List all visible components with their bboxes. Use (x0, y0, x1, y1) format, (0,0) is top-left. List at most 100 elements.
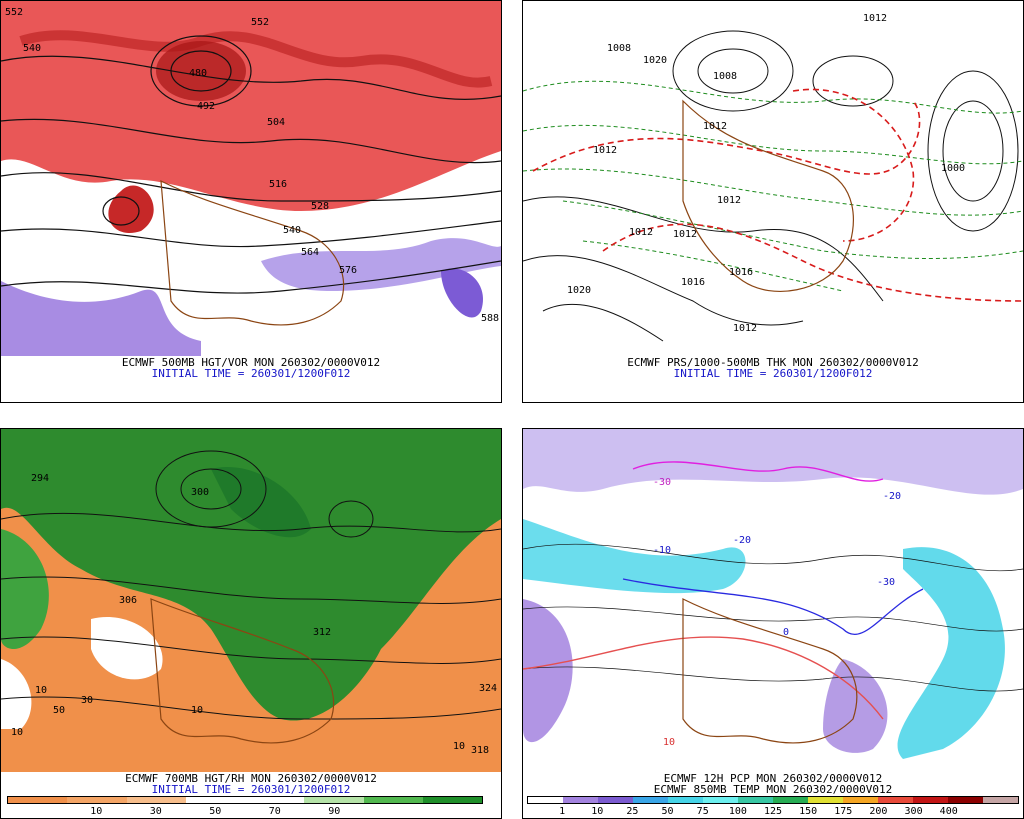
colorbar-swatch (8, 797, 68, 803)
colorbar-swatch (948, 797, 983, 803)
panel-pressure-thickness: 1020 1008 1012 1012 1012 1012 1020 1016 … (522, 0, 1024, 403)
colorbar-label: 30 (149, 806, 162, 817)
contour-label: 516 (269, 179, 287, 190)
isobar-label: 1020 (567, 285, 591, 296)
colorbar-swatch (67, 797, 127, 803)
colorbar-swatch (703, 797, 738, 803)
temp-label: 10 (663, 737, 675, 748)
temp-label: -10 (653, 545, 671, 556)
colorbar-label: 400 (939, 806, 958, 817)
initial-time: INITIAL TIME = 260301/1200F012 (151, 783, 351, 796)
colorbar-swatch (633, 797, 668, 803)
temp-label: -30 (877, 577, 895, 588)
contour-label: 564 (301, 247, 319, 258)
colorbar-swatch (598, 797, 633, 803)
isobar-label: 1012 (629, 227, 653, 238)
isobar-label: 1008 (607, 43, 631, 54)
colorbar-label: 90 (328, 806, 341, 817)
contour-label: 480 (189, 68, 207, 79)
colorbar-label: 70 (268, 806, 281, 817)
rh-colorbar-labels: 10 30 50 70 90 (7, 806, 483, 818)
panel-700mb-height-rh: 294 300 306 312 318 324 10 10 30 10 50 1… (0, 428, 502, 819)
colorbar-swatch (528, 797, 563, 803)
contour-label: 306 (119, 595, 137, 606)
map-title: ECMWF 500MB HGT/VOR MON 260302/0000V012 (121, 356, 381, 369)
colorbar-label: 175 (834, 806, 853, 817)
colorbar-label: 200 (869, 806, 888, 817)
contour-label: 318 (471, 745, 489, 756)
colorbar-label: 100 (728, 806, 747, 817)
contour-label: 492 (197, 101, 215, 112)
isobar-label: 1012 (593, 145, 617, 156)
isobar-label: 1012 (733, 323, 757, 334)
contour-label: 504 (267, 117, 285, 128)
contour-label: 324 (479, 683, 497, 694)
rh-label: 10 (191, 705, 203, 716)
rh-label: 10 (11, 727, 23, 738)
colorbar-swatch (983, 797, 1018, 803)
colorbar-label: 50 (209, 806, 222, 817)
contour-label: 540 (283, 225, 301, 236)
contour-label: 588 (481, 313, 499, 324)
isobar-label: 1020 (643, 55, 667, 66)
panel-precip-850mb-temp: -30 -20 -10 0 10 -30 -20 ECMWF 12H PCP M… (522, 428, 1024, 819)
colorbar-label: 150 (799, 806, 818, 817)
temp-label: 0 (783, 627, 789, 638)
temp-label: -30 (653, 477, 671, 488)
map-title: ECMWF PRS/1000-500MB THK MON 260302/0000… (627, 356, 919, 369)
contour-label: 552 (251, 17, 269, 28)
colorbar-label: 10 (90, 806, 103, 817)
contour-label: 576 (339, 265, 357, 276)
colorbar-label: 50 (661, 806, 674, 817)
colorbar-swatch (245, 797, 305, 803)
map-title: ECMWF 12H PCP MON 260302/0000V012 (663, 772, 883, 785)
map-subtitle: ECMWF 850MB TEMP MON 260302/0000V012 (653, 783, 893, 796)
isobar-label: 1012 (717, 195, 741, 206)
initial-time: INITIAL TIME = 260301/1200F012 (151, 367, 351, 380)
colorbar-swatch (126, 797, 186, 803)
rh-label: 30 (81, 695, 93, 706)
colorbar-swatch (913, 797, 948, 803)
rh-label: 10 (453, 741, 465, 752)
colorbar-label: 10 (591, 806, 604, 817)
isobar-label: 1016 (729, 267, 753, 278)
temp-label: -20 (883, 491, 901, 502)
colorbar-label: 300 (904, 806, 923, 817)
contour-label: 528 (311, 201, 329, 212)
map-500mb-vorticity: 552 540 480 492 504 516 528 540 564 576 … (1, 1, 501, 356)
rh-label: 10 (35, 685, 47, 696)
contour-label: 300 (191, 487, 209, 498)
isobar-label: 1000 (941, 163, 965, 174)
map-pressure-thickness: 1020 1008 1012 1012 1012 1012 1020 1016 … (523, 1, 1023, 356)
map-precip-temp: -30 -20 -10 0 10 -30 -20 (523, 429, 1023, 772)
map-700mb-rh: 294 300 306 312 318 324 10 10 30 10 50 1… (1, 429, 501, 772)
colorbar-label: 75 (696, 806, 709, 817)
colorbar-swatch (422, 797, 482, 803)
colorbar-swatch (363, 797, 423, 803)
colorbar-label: 1 (559, 806, 566, 817)
isobar-label: 1008 (713, 71, 737, 82)
colorbar-swatch (773, 797, 808, 803)
contour-label: 312 (313, 627, 331, 638)
colorbar-swatch (185, 797, 245, 803)
isobar-label: 1016 (681, 277, 705, 288)
colorbar-label: 25 (626, 806, 639, 817)
colorbar-swatch (738, 797, 773, 803)
colorbar-swatch (843, 797, 878, 803)
colorbar-swatch (304, 797, 364, 803)
panel-500mb-height-vorticity: 552 540 480 492 504 516 528 540 564 576 … (0, 0, 502, 403)
isobar-label: 1012 (673, 229, 697, 240)
contour-label: 294 (31, 473, 49, 484)
map-title: ECMWF 700MB HGT/RH MON 260302/0000V012 (125, 772, 377, 785)
colorbar-label: 125 (763, 806, 783, 817)
isobar-label: 1012 (863, 13, 887, 24)
contour-label: 552 (5, 7, 23, 18)
contour-label: 540 (23, 43, 41, 54)
initial-time: INITIAL TIME = 260301/1200F012 (673, 367, 873, 380)
isobar-label: 1012 (703, 121, 727, 132)
colorbar-swatch (808, 797, 843, 803)
colorbar-swatch (878, 797, 913, 803)
colorbar-swatch (563, 797, 598, 803)
precip-colorbar-labels: 1 10 25 50 75 100 125 150 175 200 300 400 (527, 806, 1019, 818)
rh-colorbar (7, 796, 483, 804)
